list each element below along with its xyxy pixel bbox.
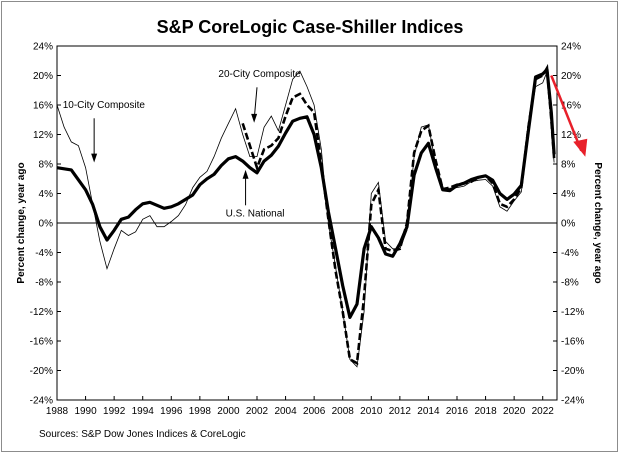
y-tick-label-right: 16% [561,101,581,112]
x-tick-label: 2016 [446,406,469,417]
x-tick-label: 2014 [417,406,440,417]
x-tick-label: 2000 [217,406,240,417]
series-layer [56,63,556,368]
x-tick-label: 1996 [160,406,183,417]
y-tick-label-right: 0% [561,219,576,230]
x-axis: 1988 1990 1992 1994 1996 1998 2000 2002 2004 2006… [46,396,554,417]
arrowhead-us-national [242,169,249,179]
x-tick-label: 2002 [246,406,269,417]
x-tick-label: 2022 [532,406,555,417]
y-tick-label-right: 12% [561,130,581,141]
y-tick-label-left: 0% [39,219,54,230]
x-tick-label: 2008 [332,406,355,417]
x-tick-label: 2006 [303,406,326,417]
y-tick-label-left: -8% [35,278,53,289]
y-tick-label-right: -16% [561,337,584,348]
x-tick-label: 2012 [389,406,412,417]
y-tick-label-left: 24% [33,42,53,53]
source-note: Sources: S&P Dow Jones Indices & CoreLog… [39,429,246,440]
y-tick-label-left: 16% [33,101,53,112]
x-tick-label: 1994 [132,406,155,417]
x-tick-label: 1992 [103,406,126,417]
y-axis-label-left: Percent change, year ago [16,162,27,283]
y-tick-label-left: -24% [30,396,53,407]
series-line-u-s-national [56,68,556,319]
y-tick-label-left: 4% [39,189,54,200]
annotations: 10-City Composite 20-City Composite U.S. N… [63,69,588,219]
x-tick-label: 2004 [274,406,297,417]
y-tick-label-right: -24% [561,396,584,407]
y-tick-label-left: 20% [33,71,53,82]
y-tick-label-left: -20% [30,366,53,377]
x-tick-label: 2018 [474,406,497,417]
case-shiller-chart: S&P CoreLogic Case-Shiller Indices -24%-… [16,17,603,440]
y-tick-label-right: -4% [561,248,579,259]
series-line-10-city-composite [56,70,555,368]
y-axis-right: -24% -20% -16% -12% -8% -4% 0% 4% 8% 12% 16% 20% 24% [553,42,584,407]
chart-frame: S&P CoreLogic Case-Shiller Indices -24% -… [1,1,618,452]
y-axis-left: -24% -20% -16% -12% -8% -4% 0% 4% 8% 12% 16% 20% 24% [30,42,61,407]
red-arrow-shaft [550,75,583,152]
y-tick-label-right: 20% [561,71,581,82]
series-line-20-city-composite [241,63,556,366]
y-tick-label-right: -20% [561,366,584,377]
x-tick-label: 1998 [189,406,212,417]
x-tick-label: 1990 [74,406,97,417]
y-tick-label-left: -4% [35,248,53,259]
annotation-us-national: U.S. National [226,208,285,219]
y-axis-label-right: Percent change, year ago [592,162,603,283]
y-tick-label-right: 8% [561,160,576,171]
arrowhead-20-city [251,113,258,123]
arrowhead-10-city [91,153,98,163]
x-tick-label: 2020 [503,406,526,417]
y-tick-label-left: 8% [39,160,54,171]
y-tick-label-left: -16% [30,337,53,348]
x-tick-label: 2010 [360,406,383,417]
annotation-20-city: 20-City Composite [218,69,301,80]
y-tick-label-left: 12% [33,130,53,141]
y-tick-label-right: -8% [561,278,579,289]
x-tick-label: 1988 [46,406,69,417]
annotation-10-city: 10-City Composite [63,100,146,111]
y-tick-label-left: -12% [30,307,53,318]
y-tick-label-right: 4% [561,189,576,200]
red-arrowhead [573,138,588,157]
y-tick-label-right: 24% [561,42,581,53]
chart-title: S&P CoreLogic Case-Shiller Indices [157,17,464,37]
y-tick-label-right: -12% [561,307,584,318]
